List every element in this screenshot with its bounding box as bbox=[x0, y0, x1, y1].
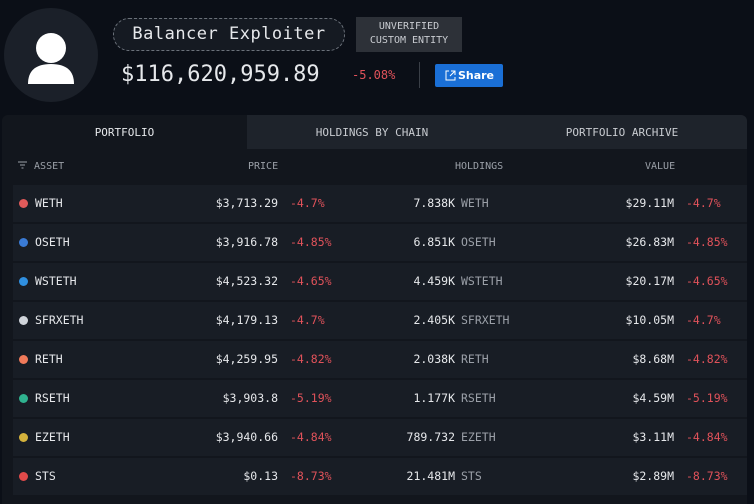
value-change: -5.19% bbox=[686, 391, 728, 405]
column-header[interactable]: ASSET bbox=[18, 161, 64, 172]
holdings: 21.481M bbox=[406, 469, 455, 483]
value: $20.17M bbox=[625, 274, 674, 288]
asset-icon bbox=[19, 394, 28, 403]
price-change: -4.7% bbox=[290, 313, 325, 327]
value: $10.05M bbox=[625, 313, 674, 327]
table-row[interactable]: RSETH $3,903.8 -5.19% 1.177K RSETH $4.59M -5.1… bbox=[13, 380, 747, 417]
price-change: -5.19% bbox=[290, 391, 332, 405]
balance-change: -5.08% bbox=[352, 68, 396, 82]
asset-icon bbox=[19, 433, 28, 442]
price-change: -8.73% bbox=[290, 469, 332, 483]
share-icon bbox=[445, 70, 456, 81]
table-row[interactable]: OSETH $3,916.78 -4.85% 6.851K OSETH $26.83M -4… bbox=[13, 224, 747, 261]
price-change: -4.82% bbox=[290, 352, 332, 366]
entity-badge: UNVERIFIED CUSTOM ENTITY bbox=[356, 17, 462, 52]
value: $4.59M bbox=[632, 391, 674, 405]
column-header[interactable]: PRICE bbox=[248, 161, 279, 172]
tab[interactable]: PORTFOLIO ARCHIVE bbox=[497, 115, 747, 149]
holdings-symbol: SFRXETH bbox=[461, 313, 510, 327]
value-change: -4.84% bbox=[686, 430, 728, 444]
asset-icon bbox=[19, 277, 28, 286]
price-change: -4.85% bbox=[290, 235, 332, 249]
sort-icon bbox=[18, 161, 27, 169]
price: $3,903.8 bbox=[222, 391, 278, 405]
holdings-symbol: OSETH bbox=[461, 235, 496, 249]
price: $3,940.66 bbox=[215, 430, 278, 444]
table-row[interactable]: WETH $3,713.29 -4.7% 7.838K WETH $29.11M -4.7% bbox=[13, 185, 747, 222]
tab[interactable]: HOLDINGS BY CHAIN bbox=[247, 115, 497, 149]
holdings: 2.038K bbox=[413, 352, 455, 366]
holdings: 2.405K bbox=[413, 313, 455, 327]
asset-name: EZETH bbox=[35, 430, 70, 444]
badge-line: UNVERIFIED bbox=[378, 21, 440, 32]
holdings-symbol: STS bbox=[461, 469, 482, 483]
holdings-symbol: EZETH bbox=[461, 430, 496, 444]
holdings-symbol: RETH bbox=[461, 352, 489, 366]
column-header[interactable]: HOLDINGS bbox=[455, 161, 504, 172]
avatar-icon bbox=[28, 33, 74, 84]
asset-name: OSETH bbox=[35, 235, 70, 249]
tab[interactable]: PORTFOLIO bbox=[2, 115, 247, 149]
value-change: -4.7% bbox=[686, 313, 721, 327]
asset-icon bbox=[19, 472, 28, 481]
share-button[interactable]: Share bbox=[435, 64, 503, 87]
holdings: 1.177K bbox=[413, 391, 455, 405]
holdings: 7.838K bbox=[413, 196, 455, 210]
column-header[interactable]: VALUE bbox=[645, 161, 676, 172]
entity-name[interactable]: Balancer Exploiter bbox=[113, 18, 345, 51]
asset-name: RETH bbox=[35, 352, 63, 366]
table-row[interactable]: RETH $4,259.95 -4.82% 2.038K RETH $8.68M -4.82… bbox=[13, 341, 747, 378]
value: $3.11M bbox=[632, 430, 674, 444]
holdings: 4.459K bbox=[413, 274, 455, 288]
table-row[interactable]: SFRXETH $4,179.13 -4.7% 2.405K SFRXETH $10.05… bbox=[13, 302, 747, 339]
value: $2.89M bbox=[632, 469, 674, 483]
table-row[interactable]: WSTETH $4,523.32 -4.65% 4.459K WSTETH $20.17M… bbox=[13, 263, 747, 300]
price-change: -4.84% bbox=[290, 430, 332, 444]
asset-name: SFRXETH bbox=[35, 313, 84, 327]
price-change: -4.65% bbox=[290, 274, 332, 288]
price: $4,523.32 bbox=[215, 274, 278, 288]
badge-line: CUSTOM ENTITY bbox=[369, 35, 449, 46]
avatar bbox=[4, 8, 98, 102]
value-change: -4.85% bbox=[686, 235, 728, 249]
table-row[interactable]: STS $0.13 -8.73% 21.481M STS $2.89M -8.73% bbox=[13, 458, 747, 495]
holdings-symbol: WETH bbox=[461, 196, 489, 210]
asset-icon bbox=[19, 316, 28, 325]
divider bbox=[419, 62, 420, 88]
asset-icon bbox=[19, 355, 28, 364]
value-change: -4.7% bbox=[686, 196, 721, 210]
asset-name: WSTETH bbox=[35, 274, 77, 288]
table-row[interactable]: EZETH $3,940.66 -4.84% 789.732 EZETH $3.11M -4… bbox=[13, 419, 747, 456]
share-label: Share bbox=[457, 69, 494, 82]
value: $8.68M bbox=[632, 352, 674, 366]
price: $3,916.78 bbox=[215, 235, 278, 249]
asset-name: STS bbox=[35, 469, 56, 483]
price: $4,259.95 bbox=[215, 352, 278, 366]
value: $26.83M bbox=[625, 235, 674, 249]
asset-icon bbox=[19, 238, 28, 247]
price: $3,713.29 bbox=[215, 196, 278, 210]
asset-name: WETH bbox=[35, 196, 63, 210]
price: $0.13 bbox=[243, 469, 278, 483]
holdings-symbol: RSETH bbox=[461, 391, 496, 405]
value-change: -8.73% bbox=[686, 469, 728, 483]
balance: $116,620,959.89 bbox=[121, 62, 320, 87]
holdings-symbol: WSTETH bbox=[461, 274, 503, 288]
asset-icon bbox=[19, 199, 28, 208]
price: $4,179.13 bbox=[215, 313, 278, 327]
price-change: -4.7% bbox=[290, 196, 325, 210]
column-label: ASSET bbox=[34, 161, 65, 172]
holdings: 789.732 bbox=[406, 430, 455, 444]
value: $29.11M bbox=[625, 196, 674, 210]
value-change: -4.65% bbox=[686, 274, 728, 288]
holdings: 6.851K bbox=[413, 235, 455, 249]
asset-name: RSETH bbox=[35, 391, 70, 405]
value-change: -4.82% bbox=[686, 352, 728, 366]
